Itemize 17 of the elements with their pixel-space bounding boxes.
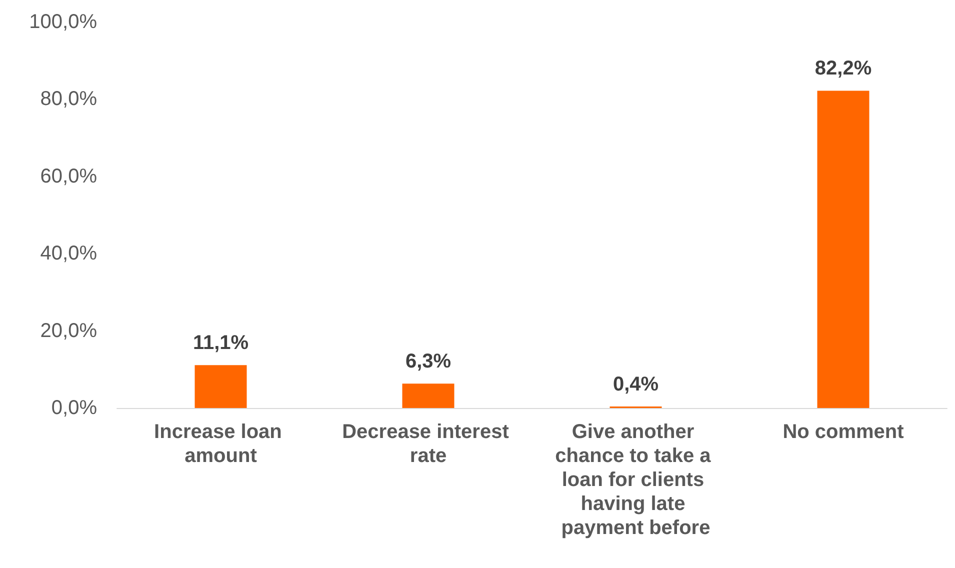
x-tick-label: Increase loan amount [154, 421, 288, 467]
y-tick-label: 60,0% [40, 165, 98, 188]
y-tick-label: 40,0% [40, 242, 98, 265]
y-tick-label: 20,0% [40, 320, 98, 342]
bar [817, 90, 870, 408]
y-tick-label: 0,0% [51, 397, 98, 419]
bar [194, 365, 247, 408]
data-label: 82,2% [814, 58, 872, 80]
data-label: 6,3% [405, 350, 452, 373]
x-tick-label: Decrease interest rate [342, 421, 514, 467]
y-tick-label: 80,0% [40, 88, 98, 110]
data-label: 11,1% [192, 332, 249, 354]
y-tick-label: 100,0% [29, 11, 98, 33]
bar [402, 384, 454, 408]
x-tick-label: Give another chance to take a loan for clients having late payment before [555, 421, 716, 539]
data-label: 0,4% [612, 373, 659, 396]
x-tick-label: No comment [782, 421, 904, 443]
